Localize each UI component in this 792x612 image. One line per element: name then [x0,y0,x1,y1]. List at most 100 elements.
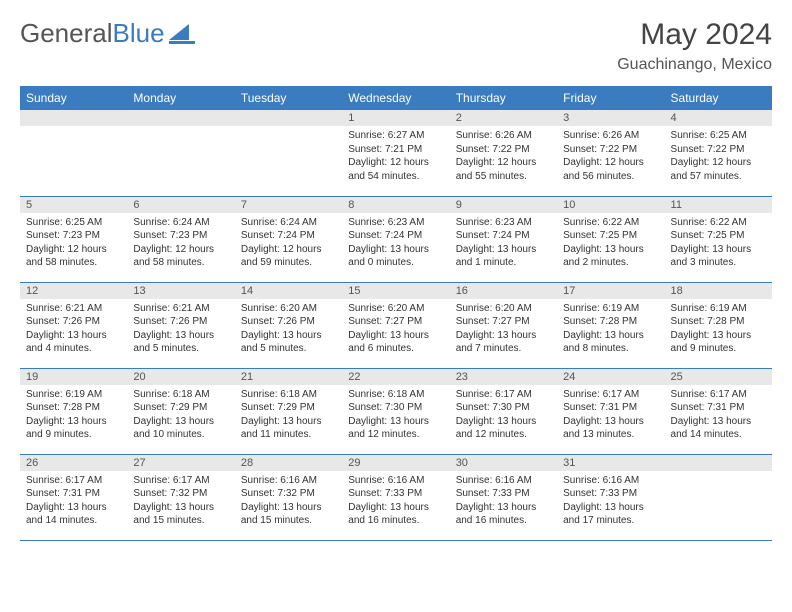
sunrise-line: Sunrise: 6:16 AM [456,474,551,488]
day-number: 12 [20,283,127,299]
day-details: Sunrise: 6:17 AMSunset: 7:31 PMDaylight:… [20,471,127,531]
sunrise-line: Sunrise: 6:17 AM [133,474,228,488]
day-details: Sunrise: 6:27 AMSunset: 7:21 PMDaylight:… [342,126,449,186]
empty-day-number [20,110,127,126]
calendar-week-row: 26Sunrise: 6:17 AMSunset: 7:31 PMDayligh… [20,454,772,540]
logo-word-1: General [20,18,113,48]
daylight-line: Daylight: 13 hours and 5 minutes. [241,329,336,356]
day-number: 3 [557,110,664,126]
logo-text: GeneralBlue [20,18,165,49]
day-details: Sunrise: 6:20 AMSunset: 7:27 PMDaylight:… [342,299,449,359]
empty-day-number [665,455,772,471]
sunrise-line: Sunrise: 6:20 AM [456,302,551,316]
day-details: Sunrise: 6:22 AMSunset: 7:25 PMDaylight:… [665,213,772,273]
day-number: 5 [20,197,127,213]
sunset-line: Sunset: 7:29 PM [133,401,228,415]
sunrise-line: Sunrise: 6:22 AM [563,216,658,230]
day-number: 18 [665,283,772,299]
sunset-line: Sunset: 7:23 PM [26,229,121,243]
calendar-day-cell: 2Sunrise: 6:26 AMSunset: 7:22 PMDaylight… [450,110,557,196]
day-details: Sunrise: 6:20 AMSunset: 7:26 PMDaylight:… [235,299,342,359]
day-number: 24 [557,369,664,385]
daylight-line: Daylight: 13 hours and 4 minutes. [26,329,121,356]
calendar-week-row: 19Sunrise: 6:19 AMSunset: 7:28 PMDayligh… [20,368,772,454]
day-details: Sunrise: 6:16 AMSunset: 7:33 PMDaylight:… [557,471,664,531]
sunset-line: Sunset: 7:26 PM [241,315,336,329]
daylight-line: Daylight: 13 hours and 16 minutes. [456,501,551,528]
day-details: Sunrise: 6:19 AMSunset: 7:28 PMDaylight:… [20,385,127,445]
daylight-line: Daylight: 13 hours and 15 minutes. [241,501,336,528]
day-details: Sunrise: 6:18 AMSunset: 7:30 PMDaylight:… [342,385,449,445]
daylight-line: Daylight: 13 hours and 7 minutes. [456,329,551,356]
calendar-day-cell: 26Sunrise: 6:17 AMSunset: 7:31 PMDayligh… [20,454,127,540]
daylight-line: Daylight: 12 hours and 58 minutes. [26,243,121,270]
day-details: Sunrise: 6:24 AMSunset: 7:24 PMDaylight:… [235,213,342,273]
sunrise-line: Sunrise: 6:27 AM [348,129,443,143]
daylight-line: Daylight: 13 hours and 10 minutes. [133,415,228,442]
sunrise-line: Sunrise: 6:17 AM [671,388,766,402]
sunset-line: Sunset: 7:28 PM [671,315,766,329]
day-details: Sunrise: 6:20 AMSunset: 7:27 PMDaylight:… [450,299,557,359]
weekday-header: Thursday [450,86,557,110]
empty-day-number [127,110,234,126]
daylight-line: Daylight: 13 hours and 8 minutes. [563,329,658,356]
logo: GeneralBlue [20,18,195,49]
daylight-line: Daylight: 13 hours and 9 minutes. [26,415,121,442]
day-number: 31 [557,455,664,471]
sunset-line: Sunset: 7:24 PM [456,229,551,243]
sunrise-line: Sunrise: 6:18 AM [241,388,336,402]
sunset-line: Sunset: 7:25 PM [563,229,658,243]
sunrise-line: Sunrise: 6:19 AM [26,388,121,402]
day-number: 13 [127,283,234,299]
calendar-day-cell: 8Sunrise: 6:23 AMSunset: 7:24 PMDaylight… [342,196,449,282]
calendar-day-cell: 22Sunrise: 6:18 AMSunset: 7:30 PMDayligh… [342,368,449,454]
daylight-line: Daylight: 12 hours and 56 minutes. [563,156,658,183]
sunrise-line: Sunrise: 6:26 AM [563,129,658,143]
calendar-day-cell: 17Sunrise: 6:19 AMSunset: 7:28 PMDayligh… [557,282,664,368]
day-details: Sunrise: 6:17 AMSunset: 7:30 PMDaylight:… [450,385,557,445]
daylight-line: Daylight: 13 hours and 12 minutes. [456,415,551,442]
location: Guachinango, Mexico [617,56,772,74]
calendar-day-cell: 20Sunrise: 6:18 AMSunset: 7:29 PMDayligh… [127,368,234,454]
calendar-day-cell: 11Sunrise: 6:22 AMSunset: 7:25 PMDayligh… [665,196,772,282]
sunset-line: Sunset: 7:28 PM [563,315,658,329]
daylight-line: Daylight: 13 hours and 6 minutes. [348,329,443,356]
sunrise-line: Sunrise: 6:17 AM [26,474,121,488]
calendar-table: SundayMondayTuesdayWednesdayThursdayFrid… [20,86,772,541]
day-number: 1 [342,110,449,126]
calendar-day-cell: 30Sunrise: 6:16 AMSunset: 7:33 PMDayligh… [450,454,557,540]
daylight-line: Daylight: 12 hours and 54 minutes. [348,156,443,183]
sunrise-line: Sunrise: 6:20 AM [241,302,336,316]
day-details: Sunrise: 6:24 AMSunset: 7:23 PMDaylight:… [127,213,234,273]
day-number: 8 [342,197,449,213]
day-details: Sunrise: 6:25 AMSunset: 7:22 PMDaylight:… [665,126,772,186]
calendar-day-cell: 19Sunrise: 6:19 AMSunset: 7:28 PMDayligh… [20,368,127,454]
sunset-line: Sunset: 7:22 PM [563,143,658,157]
day-details: Sunrise: 6:22 AMSunset: 7:25 PMDaylight:… [557,213,664,273]
day-details: Sunrise: 6:25 AMSunset: 7:23 PMDaylight:… [20,213,127,273]
calendar-day-cell: 29Sunrise: 6:16 AMSunset: 7:33 PMDayligh… [342,454,449,540]
calendar-day-cell: 3 Sunrise: 6:26 AMSunset: 7:22 PMDaylight… [557,110,664,196]
sunset-line: Sunset: 7:31 PM [26,487,121,501]
sunrise-line: Sunrise: 6:16 AM [563,474,658,488]
day-details: Sunrise: 6:19 AMSunset: 7:28 PMDaylight:… [665,299,772,359]
sunset-line: Sunset: 7:33 PM [563,487,658,501]
daylight-line: Daylight: 13 hours and 11 minutes. [241,415,336,442]
calendar-day-cell: 21Sunrise: 6:18 AMSunset: 7:29 PMDayligh… [235,368,342,454]
calendar-day-cell: 1Sunrise: 6:27 AMSunset: 7:21 PMDaylight… [342,110,449,196]
calendar-day-cell: 4Sunrise: 6:25 AMSunset: 7:22 PMDaylight… [665,110,772,196]
day-details: Sunrise: 6:23 AMSunset: 7:24 PMDaylight:… [450,213,557,273]
sunrise-line: Sunrise: 6:24 AM [133,216,228,230]
sunrise-line: Sunrise: 6:16 AM [348,474,443,488]
calendar-day-cell: 7Sunrise: 6:24 AMSunset: 7:24 PMDaylight… [235,196,342,282]
calendar-empty-cell [665,454,772,540]
day-number: 9 [450,197,557,213]
daylight-line: Daylight: 13 hours and 3 minutes. [671,243,766,270]
sunset-line: Sunset: 7:26 PM [26,315,121,329]
day-number: 23 [450,369,557,385]
sunrise-line: Sunrise: 6:26 AM [456,129,551,143]
day-number: 28 [235,455,342,471]
daylight-line: Daylight: 13 hours and 9 minutes. [671,329,766,356]
sunrise-line: Sunrise: 6:20 AM [348,302,443,316]
calendar-day-cell: 10Sunrise: 6:22 AMSunset: 7:25 PMDayligh… [557,196,664,282]
